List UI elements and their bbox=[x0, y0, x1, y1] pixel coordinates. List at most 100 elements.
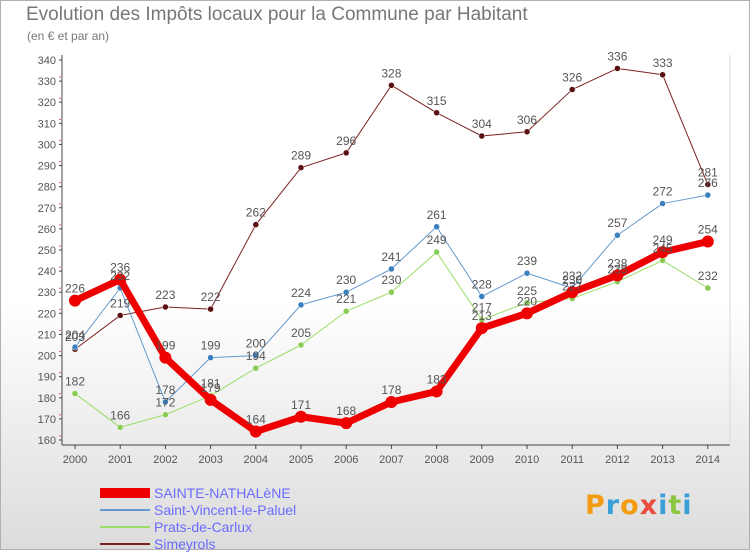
data-point bbox=[659, 71, 666, 79]
x-tick-label: 2011 bbox=[560, 454, 584, 466]
data-label: 296 bbox=[336, 134, 356, 148]
x-tick-label: 2014 bbox=[696, 454, 720, 466]
legend-swatch bbox=[100, 508, 150, 511]
data-point bbox=[704, 191, 712, 199]
y-tick-label: 220 bbox=[38, 308, 56, 320]
data-point bbox=[204, 393, 217, 406]
data-label: 224 bbox=[291, 286, 311, 300]
data-label: 213 bbox=[472, 309, 492, 323]
y-tick-label: 160 bbox=[38, 435, 56, 447]
legend-label: Simeyrols bbox=[154, 535, 216, 552]
data-point bbox=[704, 181, 712, 188]
data-point bbox=[433, 223, 440, 231]
data-point bbox=[71, 390, 79, 397]
legend-swatch bbox=[100, 542, 150, 545]
data-point bbox=[523, 299, 531, 307]
data-label: 232 bbox=[110, 269, 130, 283]
data-point bbox=[162, 411, 169, 418]
chart-subtitle: (en € et par an) bbox=[27, 29, 110, 43]
logo-letter: x bbox=[639, 490, 659, 521]
data-point bbox=[659, 257, 666, 264]
data-label: 217 bbox=[472, 301, 492, 315]
logo-letter: o bbox=[620, 490, 640, 521]
data-label: 241 bbox=[381, 250, 401, 264]
data-label: 219 bbox=[110, 296, 130, 310]
x-tick-label: 2012 bbox=[605, 454, 629, 466]
data-label: 222 bbox=[201, 290, 221, 304]
data-label: 182 bbox=[65, 375, 85, 389]
data-label: 171 bbox=[291, 398, 311, 412]
data-label: 164 bbox=[246, 413, 266, 427]
y-tick-label: 240 bbox=[38, 266, 56, 278]
y-tick-label: 300 bbox=[38, 139, 56, 151]
data-label: 179 bbox=[201, 381, 221, 395]
legend-entry: Saint-Vincent-le-Paluel bbox=[100, 501, 296, 518]
data-point bbox=[475, 322, 488, 335]
data-label: 272 bbox=[653, 185, 673, 199]
data-label: 281 bbox=[698, 166, 718, 180]
data-point bbox=[71, 343, 79, 351]
logo-letter: r bbox=[605, 490, 621, 521]
data-point bbox=[252, 364, 260, 372]
data-point bbox=[297, 341, 305, 349]
data-label: 328 bbox=[381, 66, 401, 80]
series-layer bbox=[69, 65, 714, 438]
y-tick-label: 280 bbox=[38, 182, 56, 194]
y-tick-label: 310 bbox=[38, 118, 56, 130]
data-label: 178 bbox=[155, 383, 175, 397]
data-point bbox=[568, 86, 576, 93]
data-label: 249 bbox=[427, 233, 447, 247]
data-point bbox=[523, 269, 531, 277]
data-point bbox=[611, 269, 624, 282]
data-label: 245 bbox=[653, 242, 673, 256]
data-point bbox=[297, 164, 305, 171]
data-label: 203 bbox=[65, 330, 85, 344]
data-point bbox=[430, 385, 443, 398]
data-label: 200 bbox=[246, 337, 266, 351]
data-point bbox=[162, 303, 169, 311]
data-point bbox=[478, 132, 486, 140]
data-point bbox=[252, 352, 260, 359]
data-label: 194 bbox=[246, 349, 266, 363]
y-tick-label: 340 bbox=[38, 55, 56, 67]
data-label: 221 bbox=[336, 292, 356, 306]
data-label: 199 bbox=[155, 339, 175, 353]
data-point bbox=[566, 286, 579, 299]
data-point bbox=[249, 425, 262, 438]
data-point bbox=[159, 351, 172, 364]
legend: SAINTE-NATHALèNE Saint-Vincent-le-Paluel P… bbox=[100, 484, 296, 552]
data-point bbox=[614, 231, 621, 239]
y-tick-label: 270 bbox=[38, 203, 56, 215]
data-label: 326 bbox=[562, 71, 582, 85]
data-label: 261 bbox=[427, 208, 447, 222]
x-tick-label: 2000 bbox=[63, 454, 87, 466]
data-label: 225 bbox=[517, 284, 537, 298]
x-tick-label: 2001 bbox=[108, 454, 132, 466]
data-label: 249 bbox=[653, 233, 673, 247]
data-point bbox=[659, 200, 666, 207]
data-label: 183 bbox=[427, 372, 447, 386]
legend-label: SAINTE-NATHALèNE bbox=[154, 484, 291, 501]
data-label: 306 bbox=[517, 113, 537, 127]
data-point bbox=[701, 235, 714, 248]
data-point bbox=[297, 301, 305, 309]
legend-entry: Simeyrols bbox=[100, 535, 296, 552]
data-point bbox=[340, 417, 353, 430]
data-point bbox=[207, 354, 214, 361]
y-tick-label: 230 bbox=[38, 287, 56, 299]
data-label: 235 bbox=[607, 263, 627, 277]
data-label: 178 bbox=[381, 383, 401, 397]
data-label: 230 bbox=[381, 273, 401, 287]
data-label: 257 bbox=[607, 216, 627, 230]
data-label: 166 bbox=[110, 408, 130, 422]
data-point bbox=[614, 65, 621, 72]
legend-label: Saint-Vincent-le-Paluel bbox=[154, 501, 297, 518]
data-label: 236 bbox=[110, 261, 130, 275]
logo-letter: P bbox=[585, 490, 606, 521]
data-label: 304 bbox=[472, 117, 492, 131]
data-point bbox=[116, 424, 124, 431]
y-tick-label: 330 bbox=[38, 76, 56, 88]
x-tick-label: 2005 bbox=[289, 454, 313, 466]
line-chart: 160 170 180 190 200 210 220 230 240 250 260 270 280 2… bbox=[38, 49, 731, 466]
data-point bbox=[478, 293, 486, 300]
